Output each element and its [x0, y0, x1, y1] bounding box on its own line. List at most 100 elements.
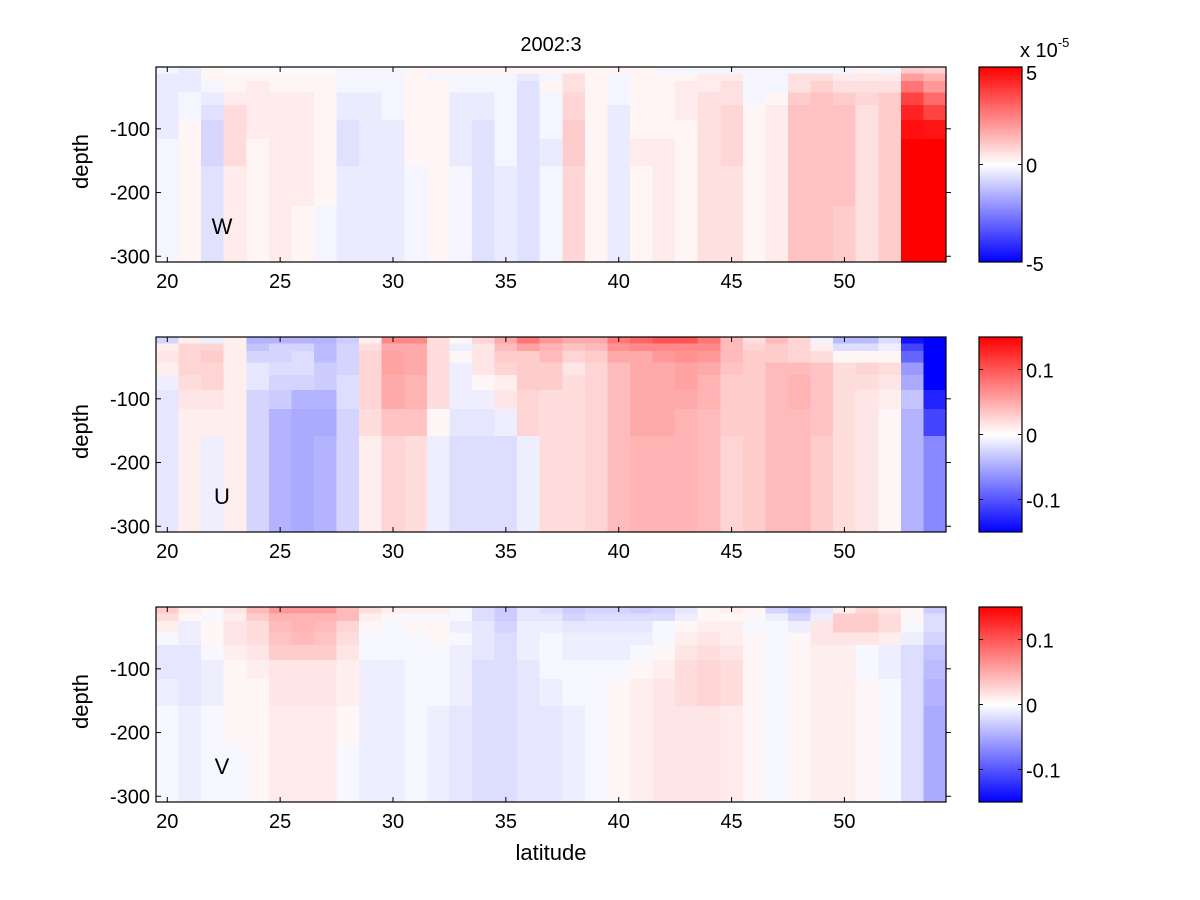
heatmap-cell [720, 705, 744, 747]
heatmap-cell [223, 435, 247, 477]
heatmap-cell [426, 105, 450, 121]
heatmap-cell [584, 351, 608, 363]
heatmap-cell [178, 337, 202, 344]
heatmap-cell [404, 632, 428, 646]
heatmap-cell [449, 337, 473, 344]
heatmap-cell [562, 613, 586, 622]
heatmap-cell [584, 621, 608, 633]
heatmap-cell [156, 621, 179, 633]
heatmap-cell [630, 745, 653, 803]
heatmap-cell [223, 613, 247, 622]
heatmap-cell [223, 362, 247, 376]
heatmap-cell [630, 105, 653, 121]
heatmap-cell [314, 139, 337, 167]
heatmap-cell [584, 362, 608, 376]
heatmap-cell [878, 679, 902, 707]
heatmap-cell [178, 67, 202, 74]
heatmap-cell [675, 337, 699, 344]
heatmap-cell [810, 645, 834, 661]
heatmap-cell [472, 119, 495, 140]
heatmap-cell [268, 351, 292, 363]
heatmap-cell [810, 73, 834, 82]
plot-frame [155, 606, 947, 803]
heatmap-cell [404, 343, 428, 352]
heatmap-cell [765, 435, 789, 477]
heatmap-cell [833, 205, 857, 263]
heatmap-cell [878, 435, 902, 477]
heatmap-cell [788, 67, 811, 74]
heatmap-cell [900, 632, 924, 646]
heatmap-cell [314, 67, 337, 74]
heatmap-cell [788, 105, 811, 121]
heatmap-cell [359, 475, 383, 533]
heatmap-cell [291, 139, 315, 167]
x-tick-label: 50 [833, 811, 855, 833]
heatmap-cell [268, 205, 292, 263]
heatmap-cell [291, 67, 315, 74]
heatmap-cell [855, 165, 879, 207]
heatmap-cell [697, 351, 721, 363]
heatmap-cell [336, 607, 360, 614]
heatmap-cell [855, 119, 879, 140]
heatmap-cell [720, 645, 744, 661]
heatmap-cell [765, 337, 789, 344]
heatmap-cell [178, 389, 202, 410]
heatmap-cell [178, 73, 202, 82]
panel-label: U [214, 484, 230, 509]
heatmap-cell [314, 337, 337, 344]
x-tick-label: 20 [156, 271, 178, 293]
heatmap-cell [607, 435, 631, 477]
colorbar-tick-label: 0 [1026, 696, 1037, 718]
heatmap-cell [810, 375, 834, 391]
heatmap-cell [810, 337, 834, 344]
heatmap-cell [652, 105, 676, 121]
heatmap-cell [652, 165, 676, 207]
heatmap-cell [878, 119, 902, 140]
heatmap-cell [201, 73, 225, 82]
y-tick-label: -100 [110, 389, 150, 411]
heatmap-cell [855, 205, 879, 263]
heatmap-cell [223, 389, 247, 410]
heatmap-cell [675, 607, 699, 614]
heatmap-cell [855, 409, 879, 437]
heatmap-cell [314, 645, 337, 661]
heatmap-cell [381, 105, 405, 121]
heatmap-cell [381, 679, 405, 707]
heatmap-cell [720, 139, 744, 167]
heatmap-cell [517, 92, 541, 106]
heatmap-cell [630, 475, 653, 533]
heatmap-cell [765, 205, 789, 263]
x-tick-label: 30 [382, 541, 404, 563]
heatmap-cell [742, 705, 766, 747]
heatmap-cell [336, 92, 360, 106]
heatmap-cell [833, 435, 857, 477]
heatmap-cell [449, 81, 473, 93]
heatmap-cell [900, 435, 924, 477]
heatmap-cell [291, 205, 315, 263]
heatmap-cell [246, 375, 270, 391]
heatmap-cell [156, 705, 179, 747]
heatmap-cell [246, 343, 270, 352]
heatmap-cell [652, 745, 676, 803]
heatmap-cell [900, 705, 924, 747]
heatmap-cell [810, 351, 834, 363]
heatmap-cell [742, 679, 766, 707]
heatmap-cell [336, 705, 360, 747]
heatmap-cell [584, 205, 608, 263]
heatmap-cell [900, 409, 924, 437]
heatmap-cell [246, 632, 270, 646]
heatmap-cell [449, 645, 473, 661]
heatmap-cell [607, 73, 631, 82]
heatmap-cell [607, 92, 631, 106]
heatmap-cell [675, 362, 699, 376]
heatmap-cell [720, 351, 744, 363]
heatmap-cell [855, 375, 879, 391]
heatmap-cell [810, 705, 834, 747]
y-tick-label: -300 [110, 516, 150, 538]
y-axis-label: depth [68, 404, 93, 459]
heatmap-cell [359, 119, 383, 140]
heatmap-cell [246, 67, 270, 74]
heatmap-cell [900, 362, 924, 376]
heatmap-cell [697, 165, 721, 207]
